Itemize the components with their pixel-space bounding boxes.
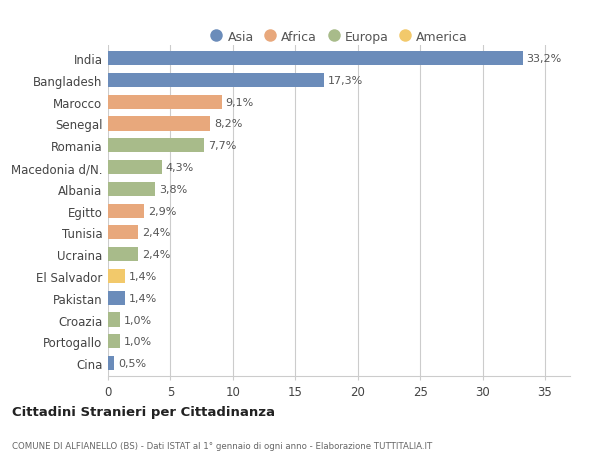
Text: 1,4%: 1,4% bbox=[129, 271, 157, 281]
Bar bbox=[108, 226, 138, 240]
Bar bbox=[108, 269, 125, 283]
Text: Cittadini Stranieri per Cittadinanza: Cittadini Stranieri per Cittadinanza bbox=[12, 405, 275, 418]
Text: 2,4%: 2,4% bbox=[142, 250, 170, 260]
Bar bbox=[108, 313, 121, 327]
Text: 1,0%: 1,0% bbox=[124, 315, 152, 325]
Bar bbox=[108, 139, 204, 153]
Text: 7,7%: 7,7% bbox=[208, 141, 236, 151]
Text: 2,4%: 2,4% bbox=[142, 228, 170, 238]
Bar bbox=[108, 247, 138, 262]
Text: 4,3%: 4,3% bbox=[166, 162, 194, 173]
Bar bbox=[108, 356, 114, 370]
Bar bbox=[108, 117, 211, 131]
Bar bbox=[108, 182, 155, 196]
Text: 0,5%: 0,5% bbox=[118, 358, 146, 368]
Text: 2,9%: 2,9% bbox=[148, 206, 176, 216]
Text: 33,2%: 33,2% bbox=[526, 54, 562, 64]
Bar bbox=[108, 291, 125, 305]
Legend: Asia, Africa, Europa, America: Asia, Africa, Europa, America bbox=[205, 26, 473, 49]
Text: 9,1%: 9,1% bbox=[226, 97, 254, 107]
Bar bbox=[108, 161, 161, 175]
Text: 1,0%: 1,0% bbox=[124, 336, 152, 347]
Text: COMUNE DI ALFIANELLO (BS) - Dati ISTAT al 1° gennaio di ogni anno - Elaborazione: COMUNE DI ALFIANELLO (BS) - Dati ISTAT a… bbox=[12, 441, 432, 450]
Text: 3,8%: 3,8% bbox=[159, 185, 187, 195]
Bar bbox=[108, 335, 121, 349]
Bar bbox=[108, 73, 324, 88]
Bar bbox=[108, 204, 144, 218]
Bar bbox=[108, 52, 523, 66]
Text: 1,4%: 1,4% bbox=[129, 293, 157, 303]
Text: 17,3%: 17,3% bbox=[328, 76, 363, 86]
Bar bbox=[108, 95, 221, 110]
Text: 8,2%: 8,2% bbox=[214, 119, 242, 129]
